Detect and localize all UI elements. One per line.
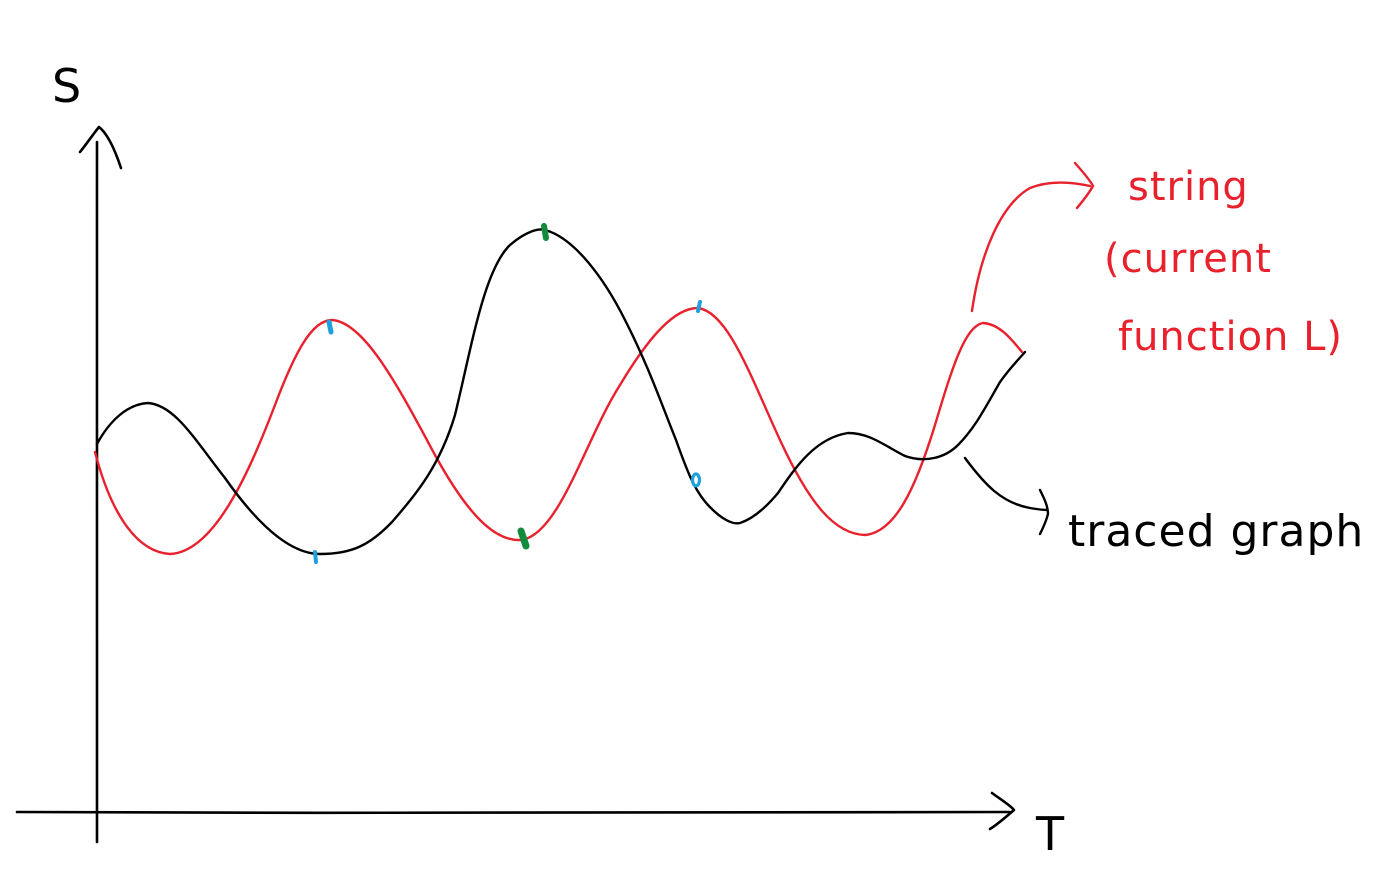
traced-graph-curve	[95, 228, 1027, 556]
string-annotation-line-1: string	[1128, 164, 1249, 210]
string-curve	[93, 306, 1024, 556]
axes	[15, 125, 1016, 844]
x-axis-label: T	[1035, 807, 1065, 861]
string-annotation-line-3: function L)	[1118, 314, 1343, 360]
blue-mark-black-dip	[690, 472, 702, 488]
blue-mark-black-trough	[313, 550, 318, 564]
y-axis-label: S	[52, 59, 82, 113]
traced-pointer-arrow	[963, 456, 1050, 536]
string-annotation-line-2: (current	[1104, 236, 1272, 282]
marker-group	[313, 223, 702, 564]
x-axis-arrowhead	[988, 791, 1016, 831]
green-mark-black-peak	[541, 223, 549, 241]
y-axis-arrowhead	[78, 125, 123, 170]
green-mark-red-trough	[517, 527, 530, 550]
string-pointer-arrow	[970, 161, 1095, 313]
x-axis	[15, 810, 1012, 815]
traced-graph-label: traced graph	[1068, 506, 1364, 557]
blue-mark-red-peak-2	[696, 300, 702, 313]
blue-mark-red-peak-1	[326, 319, 334, 335]
